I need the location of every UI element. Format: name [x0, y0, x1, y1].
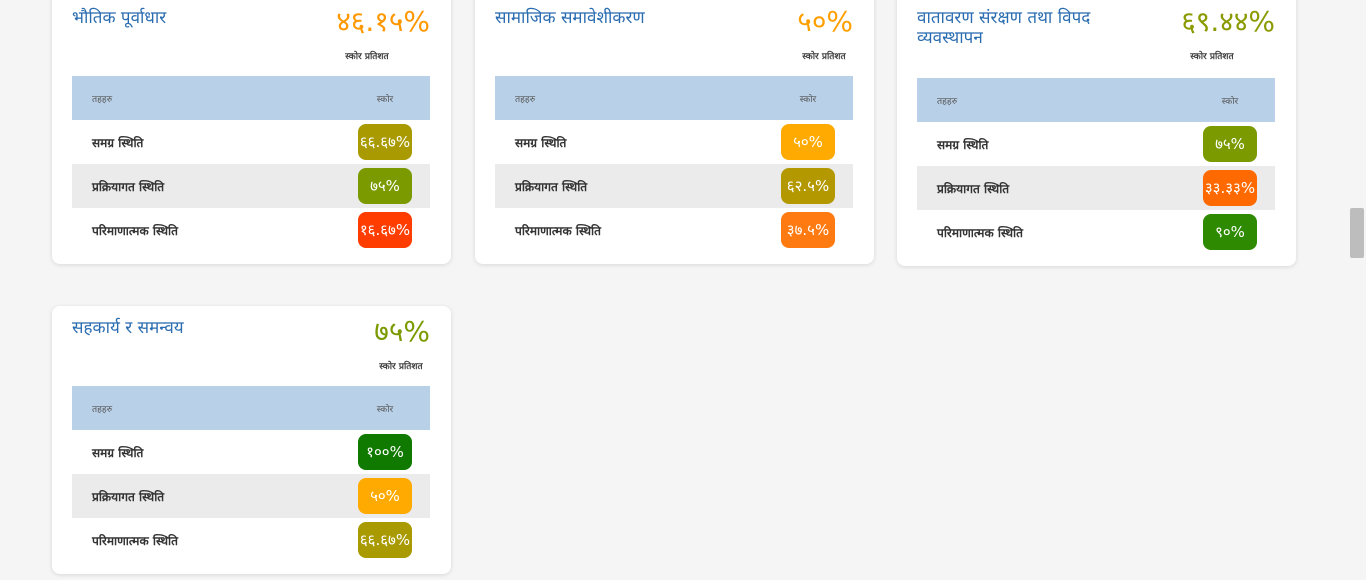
row-label: समग्र स्थिति: [92, 445, 144, 460]
score-badge: १६.६७%: [358, 212, 412, 248]
header-levels: तहहरु: [495, 76, 763, 120]
table-row: समग्र स्थिति ७५%: [917, 122, 1275, 166]
score-badge: ९०%: [1203, 214, 1257, 250]
card-score: ४६.१५%: [336, 5, 430, 38]
table-row: प्रक्रियागत स्थिति ७५%: [72, 164, 430, 208]
score-badge: ३३.३३%: [1203, 170, 1257, 206]
score-label: स्कोर प्रतिशत: [379, 362, 423, 372]
score-label: स्कोर प्रतिशत: [1190, 52, 1234, 62]
table-header-row: तहहरु स्कोर: [72, 386, 430, 430]
card-title: वातावरण संरक्षण तथा विपद व्यवस्थापन: [917, 8, 1091, 48]
score-card-cooperation-coordination: सहकार्य र समन्वय ७५% स्कोर प्रतिशत तहहरु…: [52, 306, 451, 574]
table-row: परिमाणात्मक स्थिति ३७.५%: [495, 208, 853, 252]
card-title: सामाजिक समावेशीकरण: [495, 8, 645, 28]
header-score: स्कोर: [340, 386, 430, 430]
row-label: समग्र स्थिति: [92, 135, 144, 150]
table-row: प्रक्रियागत स्थिति ६२.५%: [495, 164, 853, 208]
score-badge: ६२.५%: [781, 168, 835, 204]
header-score: स्कोर: [340, 76, 430, 120]
card-title: सहकार्य र समन्वय: [72, 318, 184, 338]
table-header-row: तहहरु स्कोर: [72, 76, 430, 120]
row-label: परिमाणात्मक स्थिति: [92, 533, 178, 548]
table-header-row: तहहरु स्कोर: [917, 78, 1275, 122]
row-label: परिमाणात्मक स्थिति: [937, 225, 1023, 240]
row-label: समग्र स्थिति: [937, 137, 989, 152]
score-badge: ३७.५%: [781, 212, 835, 248]
score-card-physical-infrastructure: भौतिक पूर्वाधार ४६.१५% स्कोर प्रतिशत तहह…: [52, 0, 451, 264]
card-title: भौतिक पूर्वाधार: [72, 8, 167, 28]
card-score: ५०%: [797, 5, 853, 38]
row-label: प्रक्रियागत स्थिति: [72, 474, 340, 518]
table-row: परिमाणात्मक स्थिति १६.६७%: [72, 208, 430, 252]
score-table: तहहरु स्कोर समग्र स्थिति ७५% प्रक्रियागत…: [917, 78, 1275, 254]
score-badge: ६६.६७%: [358, 522, 412, 558]
score-badge: ६६.६७%: [358, 124, 412, 160]
header-levels: तहहरु: [917, 78, 1185, 122]
row-label: प्रक्रियागत स्थिति: [495, 164, 763, 208]
score-label: स्कोर प्रतिशत: [345, 52, 389, 62]
table-row: परिमाणात्मक स्थिति ६६.६७%: [72, 518, 430, 562]
score-table: तहहरु स्कोर समग्र स्थिति ६६.६७% प्रक्रिय…: [72, 76, 430, 252]
header-score: स्कोर: [1185, 78, 1275, 122]
score-card-environment-disaster-management: वातावरण संरक्षण तथा विपद व्यवस्थापन ६९.४…: [897, 0, 1296, 266]
row-label: परिमाणात्मक स्थिति: [92, 223, 178, 238]
card-score: ७५%: [374, 315, 430, 348]
row-label: समग्र स्थिति: [515, 135, 567, 150]
score-table: तहहरु स्कोर समग्र स्थिति १००% प्रक्रियाग…: [72, 386, 430, 562]
score-badge: १००%: [358, 434, 412, 470]
score-label: स्कोर प्रतिशत: [802, 52, 846, 62]
header-levels: तहहरु: [72, 386, 340, 430]
table-row: प्रक्रियागत स्थिति ३३.३३%: [917, 166, 1275, 210]
row-label: प्रक्रियागत स्थिति: [72, 164, 340, 208]
score-table: तहहरु स्कोर समग्र स्थिति ५०% प्रक्रियागत…: [495, 76, 853, 252]
score-badge: ७५%: [358, 168, 412, 204]
table-row: परिमाणात्मक स्थिति ९०%: [917, 210, 1275, 254]
score-badge: ७५%: [1203, 126, 1257, 162]
header-score: स्कोर: [763, 76, 853, 120]
card-score: ६९.४४%: [1181, 5, 1275, 38]
score-badge: ५०%: [358, 478, 412, 514]
table-row: प्रक्रियागत स्थिति ५०%: [72, 474, 430, 518]
page-scrollbar-thumb[interactable]: [1350, 208, 1364, 258]
table-row: समग्र स्थिति १००%: [72, 430, 430, 474]
row-label: प्रक्रियागत स्थिति: [917, 166, 1185, 210]
row-label: परिमाणात्मक स्थिति: [515, 223, 601, 238]
score-card-social-inclusion: सामाजिक समावेशीकरण ५०% स्कोर प्रतिशत तहह…: [475, 0, 874, 264]
header-levels: तहहरु: [72, 76, 340, 120]
table-header-row: तहहरु स्कोर: [495, 76, 853, 120]
table-row: समग्र स्थिति ६६.६७%: [72, 120, 430, 164]
score-badge: ५०%: [781, 124, 835, 160]
table-row: समग्र स्थिति ५०%: [495, 120, 853, 164]
